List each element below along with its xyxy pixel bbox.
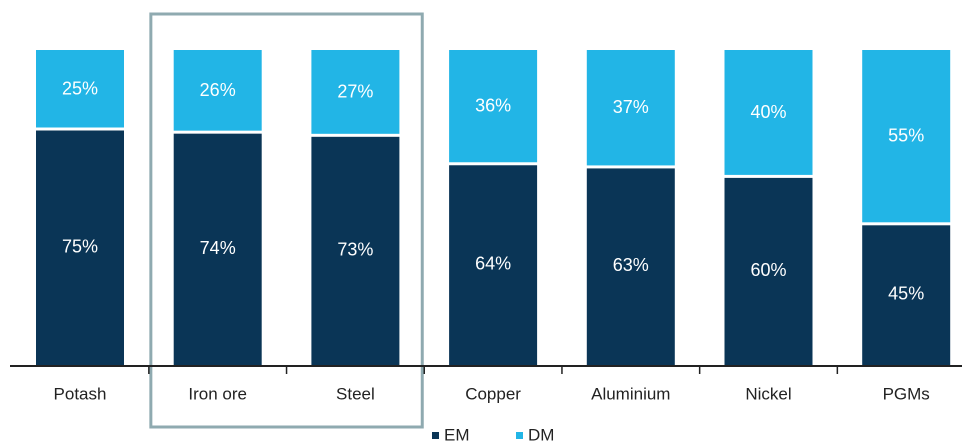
- category-label-copper: Copper: [465, 384, 521, 403]
- data-label-em-potash: 75%: [62, 236, 98, 256]
- category-label-aluminium: Aluminium: [591, 384, 670, 403]
- highlight-box: [149, 12, 424, 429]
- data-label-dm-potash: 25%: [62, 78, 98, 98]
- data-label-em-copper: 64%: [475, 254, 511, 274]
- data-label-dm-aluminium: 37%: [613, 97, 649, 117]
- legend-swatch-em: [432, 432, 439, 439]
- category-label-potash: Potash: [54, 384, 107, 403]
- bar-em-steel: [311, 136, 400, 366]
- bar-dm-pgms: [862, 50, 951, 223]
- data-label-dm-nickel: 40%: [750, 102, 786, 122]
- data-label-em-steel: 73%: [337, 239, 373, 259]
- bar-dm-nickel: [724, 50, 813, 175]
- bar-dm-steel: [311, 50, 400, 134]
- legend-label-dm: DM: [528, 425, 554, 444]
- bar-em-nickel: [724, 177, 813, 366]
- category-label-nickel: Nickel: [745, 384, 791, 403]
- bar-dm-copper: [449, 50, 538, 163]
- bar-em-pgms: [862, 225, 951, 366]
- data-label-dm-iron-ore: 26%: [200, 80, 236, 100]
- category-label-iron-ore: Iron ore: [188, 384, 247, 403]
- data-label-dm-steel: 27%: [337, 81, 373, 101]
- data-label-em-pgms: 45%: [888, 284, 924, 304]
- legend-label-em: EM: [444, 425, 470, 444]
- category-label-steel: Steel: [336, 384, 375, 403]
- bar-em-iron-ore: [173, 133, 262, 366]
- data-label-dm-copper: 36%: [475, 96, 511, 116]
- data-label-em-nickel: 60%: [750, 260, 786, 280]
- bar-dm-aluminium: [586, 50, 675, 166]
- bar-em-copper: [449, 165, 538, 366]
- data-label-em-aluminium: 63%: [613, 255, 649, 275]
- bar-dm-potash: [36, 50, 124, 128]
- category-label-pgms: PGMs: [883, 384, 930, 403]
- bar-em-aluminium: [586, 168, 675, 366]
- data-label-em-iron-ore: 74%: [200, 238, 236, 258]
- legend-swatch-dm: [516, 432, 523, 439]
- bar-dm-iron-ore: [173, 50, 262, 131]
- data-label-dm-pgms: 55%: [888, 126, 924, 146]
- bar-em-potash: [36, 130, 124, 366]
